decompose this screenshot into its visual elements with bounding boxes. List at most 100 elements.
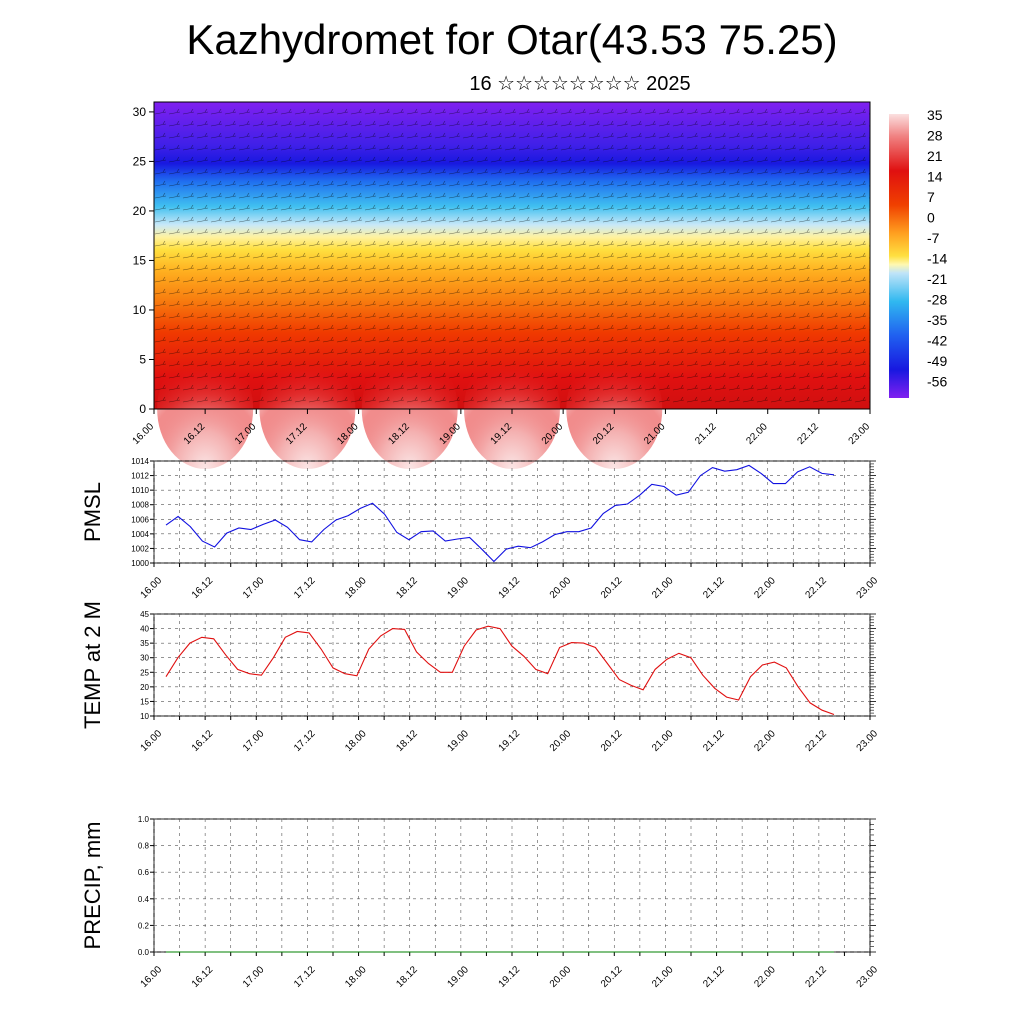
pmsl-panel: 1000 1002 1004 1006 1008 1010 1012 1014 16.00 16.… [80, 457, 880, 601]
x-tick-label: 16.12 [190, 575, 216, 601]
chart-subtitle: 16 ☆☆☆☆☆☆☆☆ 2025 [469, 73, 691, 95]
x-tick-label: 21.12 [701, 728, 727, 754]
x-tick-label: 18.00 [343, 575, 369, 601]
y-tick-label: 45 [140, 610, 149, 619]
x-tick-label: 19.12 [497, 728, 523, 754]
x-tick-label: 22.12 [796, 421, 822, 447]
x-tick-label: 16.00 [139, 575, 165, 601]
x-tick-label: 23.00 [855, 728, 881, 754]
x-tick-label: 18.12 [394, 575, 420, 601]
colorbar-label: -42 [927, 333, 947, 349]
colorbar-label: -7 [927, 230, 940, 246]
y-tick-label: 15 [140, 697, 149, 706]
x-tick-label: 17.00 [241, 728, 267, 754]
x-tick-label: 19.00 [446, 728, 472, 754]
y-tick-label: 10 [140, 712, 149, 721]
x-tick-label: 22.12 [804, 728, 830, 754]
x-tick-label: 18.12 [394, 728, 420, 754]
y-tick-label: 0.6 [138, 868, 150, 877]
y-tick-label: 1000 [131, 559, 149, 568]
chart-title: Kazhydromet for Otar(43.53 75.25) [186, 16, 838, 63]
x-tick-label: 19.00 [446, 964, 472, 990]
y-tick-label: 1012 [131, 472, 149, 481]
x-tick-label: 17.12 [292, 964, 318, 990]
x-tick-label: 17.00 [241, 575, 267, 601]
y-tick-label: 0 [139, 402, 146, 416]
y-tick-label: 0.0 [138, 948, 150, 957]
y-tick-label: 1008 [131, 501, 149, 510]
x-tick-label: 19.12 [497, 964, 523, 990]
temp-panel: 10 15 20 25 30 35 40 45 16.00 16.12 17.00 17.12 18.0… [80, 601, 880, 754]
colorbar-fill [889, 114, 909, 398]
x-tick-label: 17.00 [241, 964, 267, 990]
colorbar-label: -35 [927, 312, 947, 328]
y-tick-label: 1004 [131, 530, 149, 539]
colorbar-label: -49 [927, 353, 947, 369]
x-tick-label: 21.00 [650, 964, 676, 990]
x-tick-label: 16.00 [131, 421, 157, 447]
x-tick-label: 17.12 [292, 575, 318, 601]
y-tick-label: 0.4 [138, 895, 150, 904]
y-tick-label: 20 [140, 683, 149, 692]
x-tick-label: 21.12 [701, 964, 727, 990]
y-tick-label: 5 [139, 352, 146, 366]
x-tick-label: 21.00 [650, 728, 676, 754]
colorbar-label: 0 [927, 210, 935, 226]
x-tick-label: 20.12 [599, 575, 625, 601]
x-tick-label: 22.12 [804, 575, 830, 601]
y-tick-label: 1002 [131, 544, 149, 553]
x-tick-label: 20.00 [548, 575, 574, 601]
x-tick-label: 20.12 [599, 728, 625, 754]
colorbar-label: 35 [927, 107, 943, 123]
colorbar-label: -28 [927, 292, 947, 308]
colorbar-label: 7 [927, 189, 935, 205]
x-tick-label: 21.00 [650, 575, 676, 601]
x-tick-label: 19.00 [446, 575, 472, 601]
x-tick-label: 16.12 [190, 728, 216, 754]
x-tick-label: 16.00 [139, 728, 165, 754]
y-tick-label: 35 [140, 639, 149, 648]
y-tick-label: 15 [133, 253, 147, 267]
y-tick-label: 30 [133, 105, 147, 119]
x-tick-label: 18.00 [343, 964, 369, 990]
x-tick-label: 18.00 [343, 728, 369, 754]
x-tick-label: 20.00 [548, 728, 574, 754]
x-tick-label: 23.00 [855, 575, 881, 601]
x-tick-label: 17.12 [292, 728, 318, 754]
y-tick-label: 0.2 [138, 921, 150, 930]
y-tick-label: 20 [133, 204, 147, 218]
x-tick-label: 21.12 [701, 575, 727, 601]
x-tick-label: 23.00 [847, 421, 873, 447]
x-tick-label: 22.00 [752, 575, 778, 601]
y-tick-label: 1.0 [138, 815, 150, 824]
colorbar-label: -21 [927, 271, 947, 287]
x-tick-label: 21.12 [693, 421, 719, 447]
y-tick-label: 1010 [131, 486, 149, 495]
x-tick-label: 16.00 [139, 964, 165, 990]
colorbar-label: -56 [927, 374, 947, 390]
x-tick-label: 23.00 [855, 964, 881, 990]
y-axis-title: PMSL [80, 482, 105, 542]
x-tick-label: 18.12 [394, 964, 420, 990]
y-tick-label: 1006 [131, 515, 149, 524]
x-tick-label: 20.00 [548, 964, 574, 990]
y-tick-label: 30 [140, 654, 149, 663]
x-tick-label: 22.12 [804, 964, 830, 990]
colorbar-label: 14 [927, 169, 943, 185]
y-tick-label: 25 [140, 668, 149, 677]
wind-barbs [154, 102, 870, 409]
y-tick-label: 40 [140, 625, 149, 634]
colorbar-label: 21 [927, 148, 943, 164]
colorbar: 35 28 21 14 7 0 -7 -14 -21 -28 -35 -42 -49 -56 [889, 107, 947, 398]
x-tick-label: 20.12 [599, 964, 625, 990]
series-line [165, 625, 835, 716]
x-tick-label: 22.00 [752, 964, 778, 990]
colorbar-label: 28 [927, 128, 943, 144]
x-tick-label: 16.12 [190, 964, 216, 990]
y-tick-label: 0.8 [138, 842, 150, 851]
x-tick-label: 22.00 [752, 728, 778, 754]
y-tick-label: 25 [133, 154, 147, 168]
x-tick-label: 19.12 [497, 575, 523, 601]
y-tick-label: 1014 [131, 457, 149, 466]
